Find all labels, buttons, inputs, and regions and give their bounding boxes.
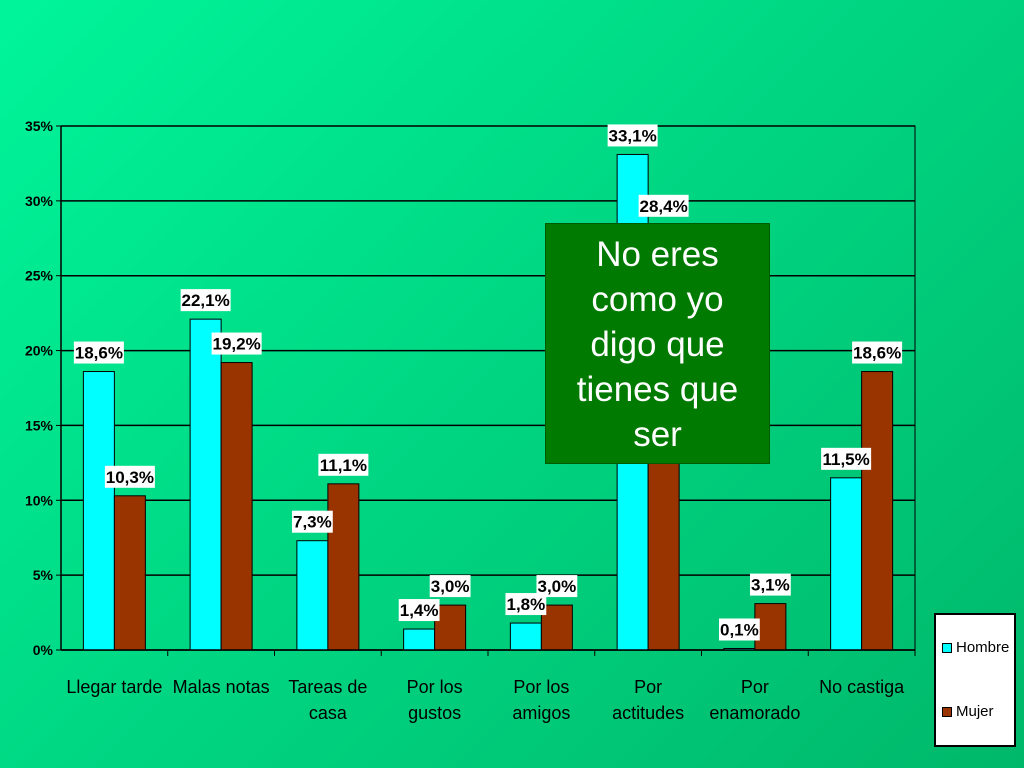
x-category-label: Por los amigos [512, 677, 570, 723]
legend: Hombre Mujer [934, 613, 1016, 747]
bar-hombre [296, 540, 329, 651]
x-category-label-line: Malas notas [173, 677, 270, 697]
callout-line: como yo [591, 280, 724, 319]
bar-mujer [113, 495, 146, 651]
data-label-hombre: 1,4% [400, 601, 439, 620]
bar-hombre [403, 628, 436, 651]
bar-mujer [327, 483, 360, 651]
data-label-mujer: 10,3% [106, 468, 154, 487]
callout-line: ser [633, 415, 682, 454]
data-label-bg [821, 447, 872, 470]
data-label-mujer: 3,0% [431, 577, 470, 596]
plot-area [60, 125, 916, 651]
data-label-bg [318, 453, 369, 476]
bar-hombre [830, 477, 863, 651]
y-tick-label: 30% [25, 193, 54, 209]
data-label-bg [211, 332, 262, 355]
x-category-label-line: No castiga [819, 677, 905, 697]
legend-label-mujer: Mujer [956, 703, 994, 720]
bar-hombre [189, 318, 222, 651]
x-category-label: Por los gustos [407, 677, 463, 723]
callout-box: No eres como yo digo que tienes que ser [545, 223, 770, 464]
x-category-label-line: actitudes [612, 703, 684, 723]
data-label-mujer: 11,1% [320, 456, 367, 475]
callout-line: digo que [590, 325, 725, 364]
bar-mujer [220, 362, 253, 651]
x-category-label-line: Tareas de [288, 677, 367, 697]
x-category-label-line: casa [309, 703, 348, 723]
callout-line: tienes que [576, 370, 739, 409]
x-category-label-line: Por [634, 677, 662, 697]
x-category-label: Por actitudes [612, 677, 684, 723]
data-label-mujer: 3,0% [538, 577, 577, 596]
y-tick-label: 20% [25, 343, 54, 359]
data-label-mujer: 28,4% [640, 197, 688, 216]
data-label-hombre: 11,5% [822, 450, 869, 469]
data-label-bg [73, 341, 124, 364]
data-label-mujer: 19,2% [213, 335, 261, 354]
data-label-bg [104, 465, 155, 488]
data-label-hombre: 18,6% [75, 344, 123, 363]
callout-line: No eres [596, 235, 719, 274]
data-label-bg [749, 573, 791, 596]
data-label-bg [398, 599, 440, 622]
x-category-label: Llegar tarde [66, 677, 162, 697]
x-category-label-line: amigos [512, 703, 570, 723]
bar-mujer [754, 603, 787, 651]
x-category-label: Malas notas [173, 677, 270, 697]
y-tick-label: 0% [33, 642, 54, 658]
x-category-label: No castiga [819, 677, 905, 697]
data-label-bg [429, 575, 471, 598]
legend-item-mujer: Mujer [942, 703, 994, 720]
bar-hombre [509, 622, 542, 651]
y-tick-label: 25% [25, 268, 54, 284]
y-tick-label: 15% [25, 417, 54, 433]
y-tick-label: 35% [25, 118, 54, 134]
y-tick-label: 5% [33, 567, 54, 583]
x-category-label-line: Por los [513, 677, 569, 697]
data-label-bg [607, 124, 658, 147]
data-label-hombre: 1,8% [507, 595, 546, 614]
bar-mujer [434, 604, 467, 651]
data-label-mujer: 3,1% [751, 576, 790, 595]
data-label-bg [536, 575, 578, 598]
data-label-bg [852, 341, 903, 364]
data-label-hombre: 0,1% [720, 621, 759, 640]
bar-mujer [861, 371, 894, 651]
data-label-hombre: 7,3% [293, 513, 332, 532]
data-label-hombre: 22,1% [182, 291, 230, 310]
legend-swatch-hombre [942, 642, 952, 653]
data-label-bg [505, 593, 547, 616]
x-category-label: Por enamorado [709, 677, 800, 723]
bar-hombre [82, 371, 115, 651]
x-category-label: Tareas de casa [288, 677, 367, 723]
legend-swatch-mujer [942, 706, 952, 717]
x-category-label-line: Llegar tarde [66, 677, 162, 697]
data-label-mujer: 18,6% [853, 344, 901, 363]
data-label-bg [180, 289, 231, 312]
y-tick-label: 10% [25, 492, 54, 508]
x-category-label-line: gustos [408, 703, 461, 723]
x-category-label-line: enamorado [709, 703, 800, 723]
data-label-hombre: 33,1% [609, 126, 657, 145]
legend-item-hombre: Hombre [942, 639, 1009, 656]
x-category-label-line: Por los [407, 677, 463, 697]
data-label-bg [638, 194, 689, 217]
legend-label-hombre: Hombre [956, 639, 1010, 656]
data-label-bg [291, 510, 333, 533]
data-label-bg [718, 618, 760, 641]
x-category-label-line: Por [741, 677, 769, 697]
